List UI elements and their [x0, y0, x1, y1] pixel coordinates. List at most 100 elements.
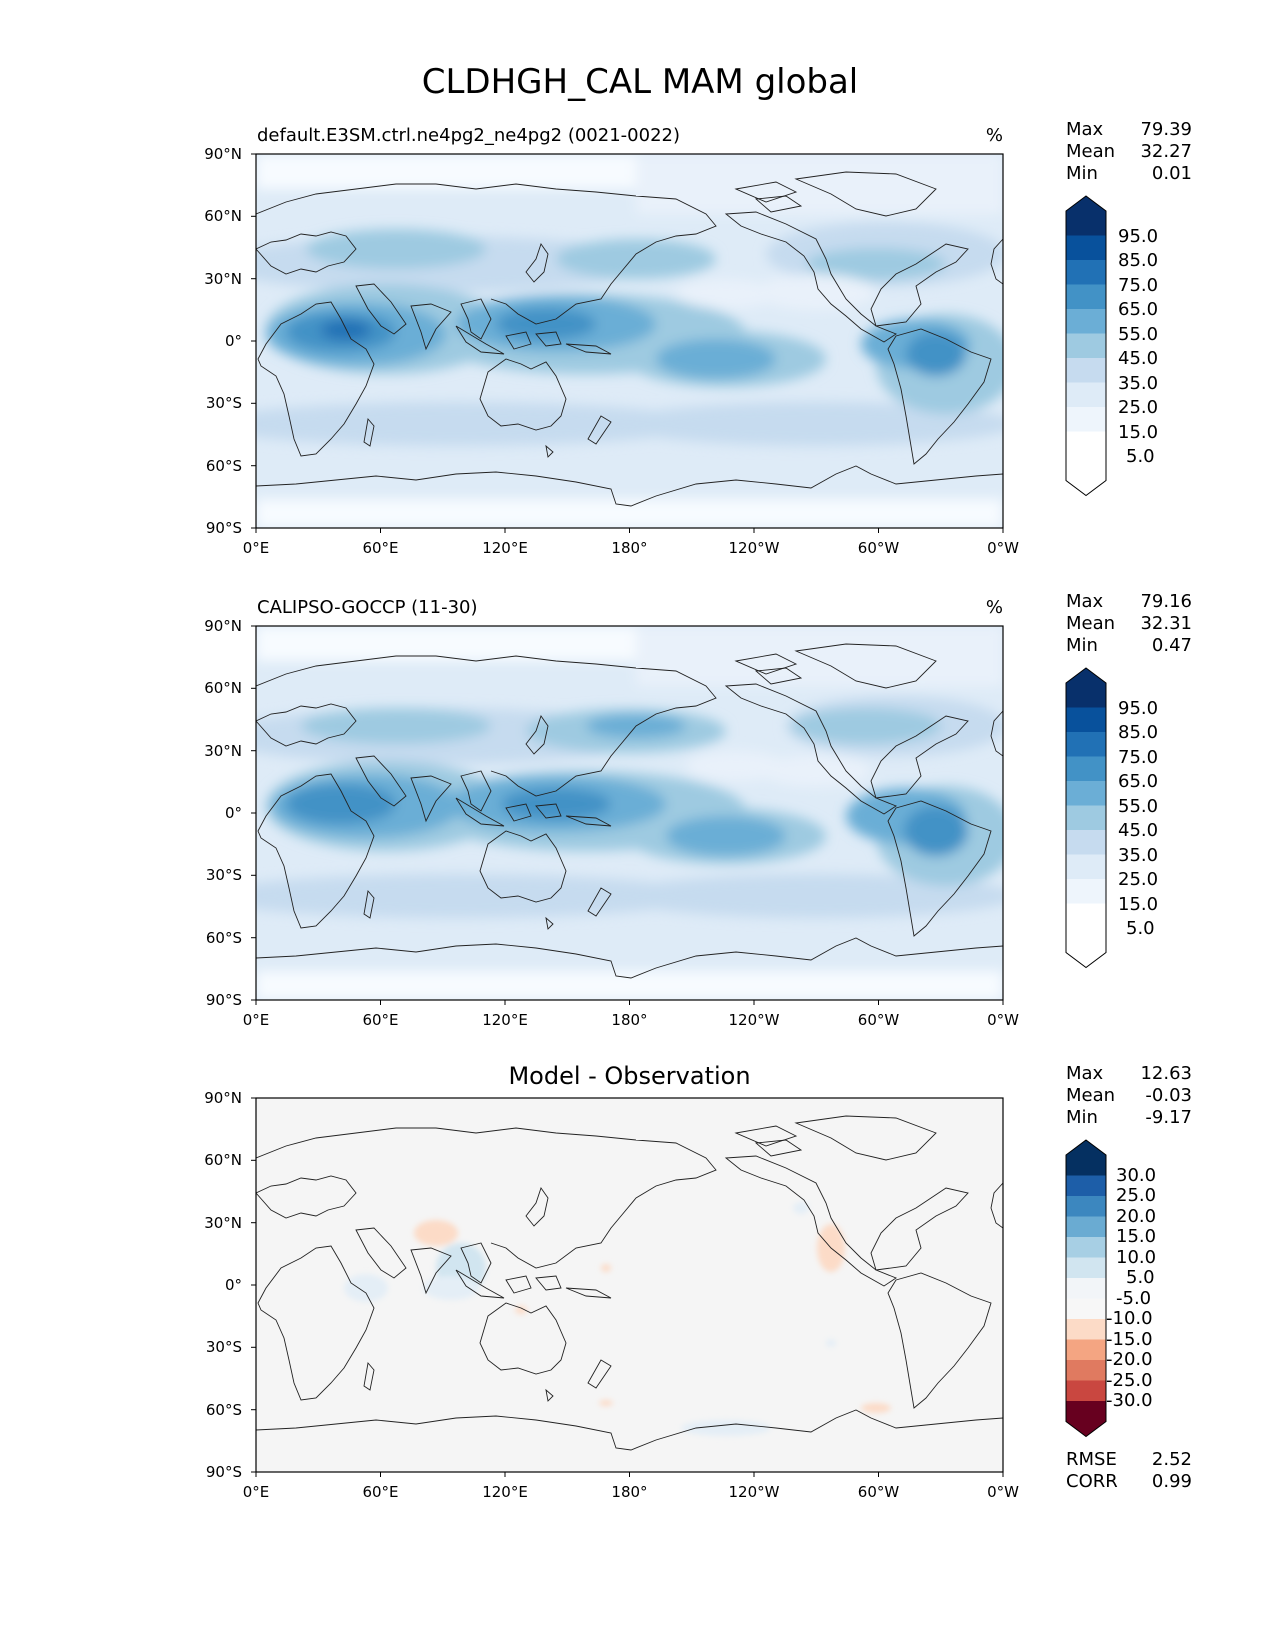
- y-tick-label: 60°S: [206, 1401, 242, 1419]
- colorbar-label: 95.0: [1118, 226, 1158, 247]
- map-field: [256, 626, 1003, 1000]
- y-tick-label: 30°N: [204, 742, 242, 760]
- colorbar-label: 15.0: [1118, 894, 1158, 915]
- y-tick-label: 60°N: [204, 679, 242, 697]
- colorbar-label: -5.0: [1116, 1288, 1151, 1309]
- y-tick-label: 30°S: [206, 866, 242, 884]
- x-tick-label: 180°: [611, 1011, 647, 1029]
- y-tick-label: 90°S: [206, 1463, 242, 1481]
- y-tick-label: 90°N: [204, 617, 242, 635]
- colorbar-label: 30.0: [1116, 1165, 1156, 1186]
- stat-mean-value: 32.31: [1140, 613, 1192, 634]
- stat-min-value: 0.47: [1152, 635, 1192, 656]
- colorbar-label: 75.0: [1118, 275, 1158, 296]
- figure-title: CLDHGH_CAL MAM global: [422, 62, 859, 102]
- y-tick-label: 90°N: [204, 145, 242, 163]
- stat-max-value: 12.63: [1140, 1063, 1192, 1084]
- colorbar-label: -10.0: [1106, 1308, 1153, 1329]
- x-tick-label: 180°: [611, 539, 647, 557]
- y-tick-label: 30°S: [206, 394, 242, 412]
- y-tick-label: 60°N: [204, 1151, 242, 1169]
- panel-title: default.E3SM.ctrl.ne4pg2_ne4pg2 (0021-00…: [257, 125, 680, 146]
- colorbar-label: 45.0: [1118, 820, 1158, 841]
- y-tick-label: 60°S: [206, 457, 242, 475]
- colorbar-label: 25.0: [1116, 1185, 1156, 1206]
- colorbar-label: 15.0: [1116, 1226, 1156, 1247]
- corr-label: CORR: [1066, 1471, 1118, 1492]
- stat-max-label: Max: [1066, 1063, 1104, 1084]
- x-tick-label: 120°W: [729, 1483, 780, 1501]
- stat-mean-value: -0.03: [1145, 1085, 1192, 1106]
- stat-mean-value: 32.27: [1140, 141, 1192, 162]
- error-stats: RMSE 2.52 CORR 0.99: [1066, 1449, 1192, 1492]
- x-tick-label: 60°W: [858, 539, 900, 557]
- colorbar-label: 5.0: [1126, 446, 1155, 467]
- stat-max-value: 79.16: [1140, 591, 1192, 612]
- y-tick-label: 60°N: [204, 207, 242, 225]
- stat-mean-label: Mean: [1066, 613, 1115, 634]
- x-tick-label: 0°E: [243, 1011, 270, 1029]
- panel-observation: CALIPSO-GOCCP (11-30) %: [204, 591, 1192, 1029]
- colorbar-label: 5.0: [1126, 918, 1155, 939]
- colorbar-label: 65.0: [1118, 299, 1158, 320]
- colorbar-label: -15.0: [1106, 1329, 1153, 1350]
- colorbar: 30.0 25.0 20.0 15.0 10.0 5.0 -5.0 -10.0 …: [1065, 1139, 1156, 1438]
- y-tick-label: 90°S: [206, 519, 242, 537]
- stats-block: Max 12.63 Mean -0.03 Min -9.17: [1066, 1063, 1192, 1128]
- panel-difference: Model - Observation: [204, 1062, 1192, 1501]
- x-tick-label: 120°E: [482, 539, 528, 557]
- stat-mean-label: Mean: [1066, 1085, 1115, 1106]
- y-tick-label: 0°: [225, 804, 242, 822]
- y-tick-label: 30°N: [204, 270, 242, 288]
- colorbar-label: 85.0: [1118, 722, 1158, 743]
- x-tick-label: 60°W: [858, 1011, 900, 1029]
- y-tick-label: 30°S: [206, 1338, 242, 1356]
- colorbar: 95.0 85.0 75.0 65.0 55.0 45.0 35.0 25.0 …: [1065, 667, 1158, 969]
- x-tick-label: 0°W: [987, 539, 1019, 557]
- map-field: [256, 1098, 1003, 1472]
- colorbar-label: -20.0: [1106, 1349, 1153, 1370]
- colorbar-label: -25.0: [1106, 1370, 1153, 1391]
- y-tick-label: 0°: [225, 332, 242, 350]
- x-tick-label: 0°W: [987, 1011, 1019, 1029]
- stat-min-label: Min: [1066, 635, 1098, 656]
- panel-title: Model - Observation: [508, 1062, 750, 1090]
- stats-block: Max 79.16 Mean 32.31 Min 0.47: [1066, 591, 1192, 656]
- colorbar-label: 85.0: [1118, 250, 1158, 271]
- colorbar-label: 55.0: [1118, 796, 1158, 817]
- corr-value: 0.99: [1152, 1471, 1192, 1492]
- y-tick-label: 90°N: [204, 1089, 242, 1107]
- stat-min-label: Min: [1066, 1107, 1098, 1128]
- x-tick-label: 120°E: [482, 1011, 528, 1029]
- colorbar-label: -30.0: [1106, 1390, 1153, 1411]
- colorbar: 95.0 85.0 75.0 65.0 55.0 45.0 35.0 25.0 …: [1065, 195, 1158, 497]
- colorbar-label: 5.0: [1126, 1267, 1155, 1288]
- x-tick-label: 120°E: [482, 1483, 528, 1501]
- colorbar-label: 35.0: [1118, 845, 1158, 866]
- x-tick-label: 60°W: [858, 1483, 900, 1501]
- colorbar-label: 75.0: [1118, 747, 1158, 768]
- colorbar-label: 10.0: [1116, 1247, 1156, 1268]
- colorbar-label: 45.0: [1118, 348, 1158, 369]
- units-label: %: [986, 125, 1003, 146]
- rmse-label: RMSE: [1066, 1449, 1117, 1470]
- colorbar-label: 55.0: [1118, 324, 1158, 345]
- x-tick-label: 180°: [611, 1483, 647, 1501]
- panel-title: CALIPSO-GOCCP (11-30): [257, 597, 478, 618]
- stat-max-label: Max: [1066, 591, 1104, 612]
- x-tick-label: 0°E: [243, 1483, 270, 1501]
- x-tick-label: 60°E: [362, 1011, 398, 1029]
- x-tick-label: 120°W: [729, 1011, 780, 1029]
- stat-min-value: -9.17: [1145, 1107, 1192, 1128]
- stat-max-value: 79.39: [1140, 119, 1192, 140]
- x-tick-label: 0°E: [243, 539, 270, 557]
- x-tick-label: 120°W: [729, 539, 780, 557]
- colorbar-label: 15.0: [1118, 422, 1158, 443]
- colorbar-label: 20.0: [1116, 1206, 1156, 1227]
- colorbar-label: 65.0: [1118, 771, 1158, 792]
- colorbar-label: 25.0: [1118, 869, 1158, 890]
- stat-min-value: 0.01: [1152, 163, 1192, 184]
- y-tick-label: 90°S: [206, 991, 242, 1009]
- stat-mean-label: Mean: [1066, 141, 1115, 162]
